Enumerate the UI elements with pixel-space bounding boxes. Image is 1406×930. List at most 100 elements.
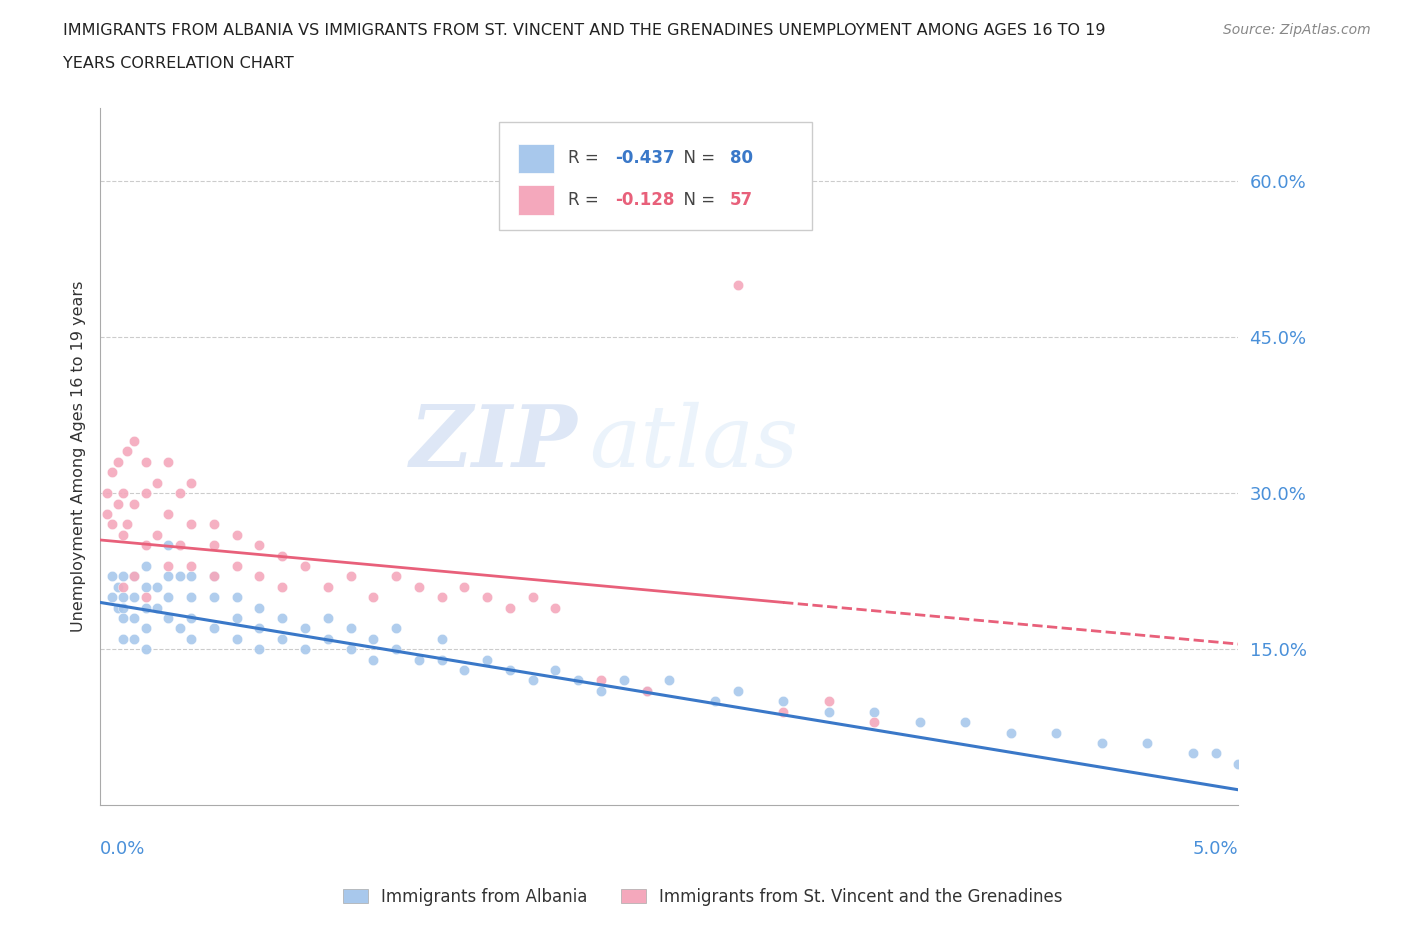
FancyBboxPatch shape: [517, 185, 554, 215]
Point: [589, 684, 612, 698]
Point: [271, 611, 294, 626]
Point: [863, 704, 886, 719]
Point: [107, 455, 129, 470]
Point: [430, 652, 453, 667]
Point: [339, 621, 361, 636]
Text: ZIP: ZIP: [411, 401, 578, 485]
Point: [271, 579, 294, 594]
Text: R =: R =: [568, 191, 605, 209]
Point: [363, 590, 385, 604]
Point: [475, 590, 498, 604]
Point: [124, 611, 146, 626]
Point: [658, 673, 681, 688]
Point: [225, 559, 247, 574]
Point: [772, 704, 794, 719]
Point: [124, 433, 146, 448]
Point: [249, 621, 271, 636]
Point: [1000, 725, 1022, 740]
Text: IMMIGRANTS FROM ALBANIA VS IMMIGRANTS FROM ST. VINCENT AND THE GRENADINES UNEMPL: IMMIGRANTS FROM ALBANIA VS IMMIGRANTS FR…: [63, 23, 1105, 38]
Point: [202, 621, 225, 636]
Point: [157, 559, 180, 574]
Point: [363, 652, 385, 667]
Point: [522, 590, 544, 604]
Point: [124, 569, 146, 584]
Point: [499, 663, 522, 678]
Point: [727, 684, 749, 698]
Point: [613, 673, 636, 688]
Point: [408, 652, 430, 667]
Point: [453, 579, 475, 594]
Point: [430, 590, 453, 604]
Point: [180, 517, 202, 532]
Text: R =: R =: [568, 149, 605, 167]
Point: [111, 569, 134, 584]
Point: [117, 444, 139, 458]
Point: [385, 621, 408, 636]
Text: YEARS CORRELATION CHART: YEARS CORRELATION CHART: [63, 56, 294, 71]
Point: [135, 455, 157, 470]
Point: [107, 600, 129, 615]
Point: [727, 277, 749, 292]
Point: [107, 496, 129, 511]
Point: [544, 663, 567, 678]
Point: [225, 631, 247, 646]
Point: [772, 694, 794, 709]
Point: [522, 673, 544, 688]
FancyBboxPatch shape: [517, 143, 554, 173]
Point: [157, 507, 180, 522]
Point: [146, 475, 169, 490]
Point: [117, 517, 139, 532]
Text: 0.0%: 0.0%: [100, 841, 145, 858]
Point: [124, 590, 146, 604]
Point: [100, 590, 122, 604]
Point: [146, 527, 169, 542]
Point: [111, 600, 134, 615]
Point: [135, 579, 157, 594]
Point: [316, 611, 339, 626]
Point: [225, 590, 247, 604]
Point: [589, 673, 612, 688]
Point: [1136, 736, 1159, 751]
Y-axis label: Unemployment Among Ages 16 to 19 years: Unemployment Among Ages 16 to 19 years: [72, 281, 86, 632]
Point: [111, 485, 134, 500]
Point: [271, 631, 294, 646]
Point: [146, 600, 169, 615]
Point: [863, 714, 886, 729]
Text: 57: 57: [730, 191, 752, 209]
Point: [202, 538, 225, 552]
Point: [249, 642, 271, 657]
Text: atlas: atlas: [589, 402, 799, 485]
Point: [499, 600, 522, 615]
Point: [430, 631, 453, 646]
Point: [385, 569, 408, 584]
Text: N =: N =: [672, 149, 720, 167]
Point: [202, 590, 225, 604]
Point: [294, 559, 316, 574]
Text: -0.128: -0.128: [614, 191, 673, 209]
Point: [1045, 725, 1067, 740]
Point: [100, 517, 122, 532]
Point: [567, 673, 589, 688]
Point: [169, 621, 191, 636]
Point: [135, 590, 157, 604]
Point: [908, 714, 931, 729]
Point: [703, 694, 725, 709]
Point: [202, 569, 225, 584]
Point: [636, 684, 658, 698]
Point: [135, 642, 157, 657]
Point: [111, 527, 134, 542]
Point: [135, 538, 157, 552]
Point: [180, 559, 202, 574]
Point: [180, 475, 202, 490]
Point: [157, 569, 180, 584]
Point: [294, 642, 316, 657]
Point: [135, 621, 157, 636]
Point: [271, 548, 294, 563]
Point: [124, 496, 146, 511]
Point: [169, 569, 191, 584]
Point: [544, 600, 567, 615]
Point: [1091, 736, 1114, 751]
Point: [475, 652, 498, 667]
Point: [385, 642, 408, 657]
Text: 80: 80: [730, 149, 752, 167]
